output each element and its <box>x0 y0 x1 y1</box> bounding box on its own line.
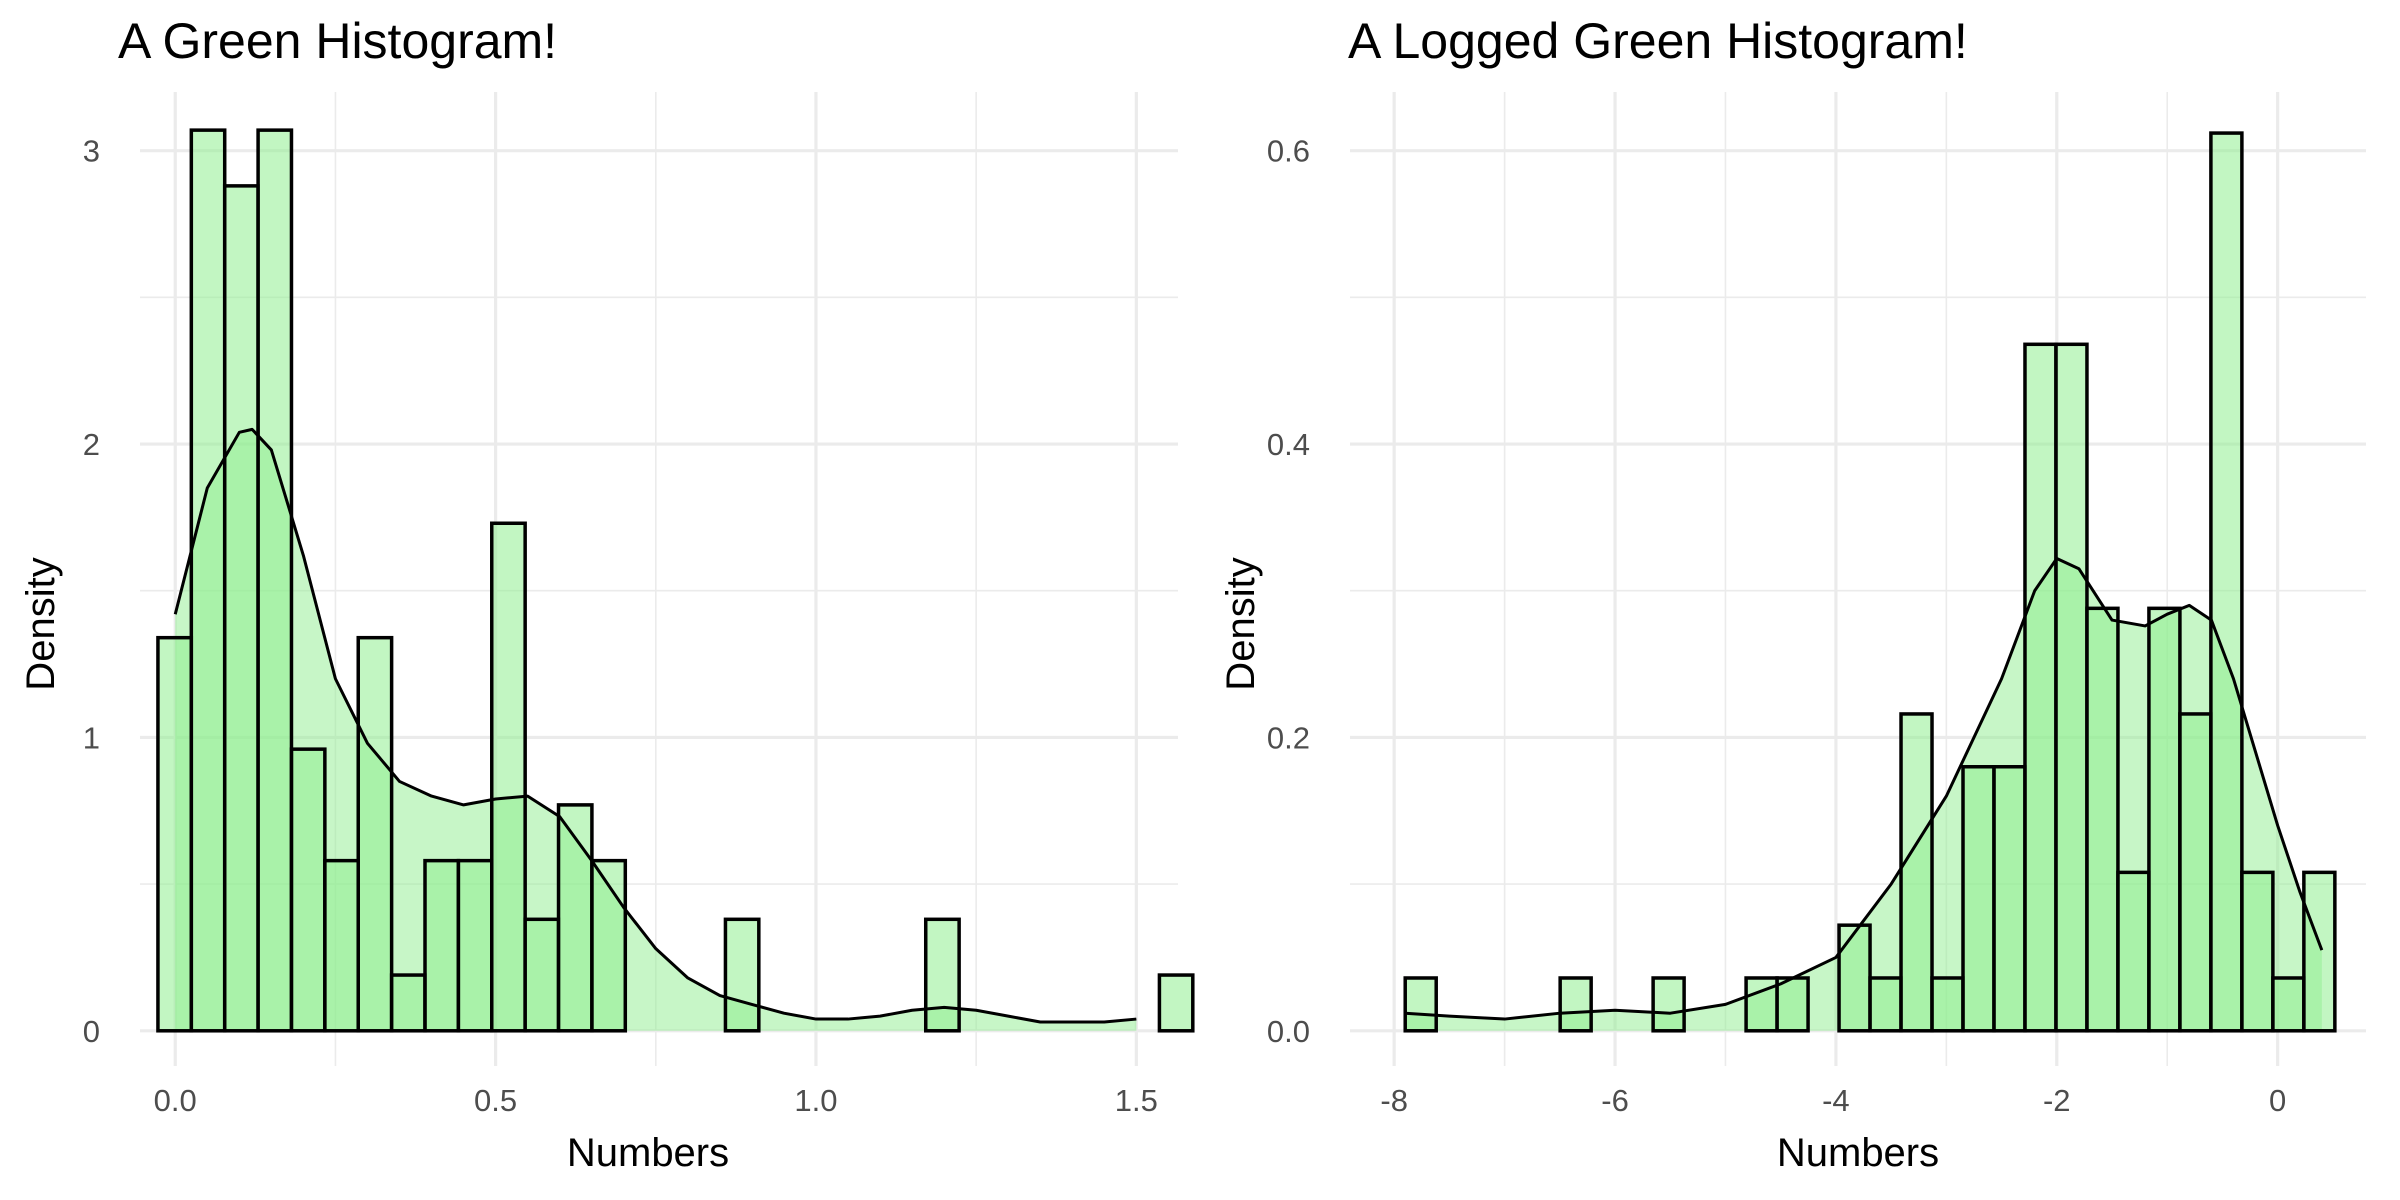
y-tick-label: 1 <box>83 720 100 755</box>
histogram-bar <box>490 521 527 1033</box>
x-tick-label: 0.0 <box>154 1083 197 1118</box>
histogram-bar <box>2116 870 2151 1033</box>
y-tick-label: 3 <box>83 134 100 169</box>
histogram-bar <box>389 973 427 1033</box>
histogram-bar <box>1868 976 1903 1033</box>
y-axis-label: Density <box>19 557 63 690</box>
chart-title: A Green Histogram! <box>118 13 557 69</box>
histogram-bar <box>2178 712 2213 1033</box>
histogram-bar <box>590 858 628 1033</box>
histogram-bar <box>256 128 294 1033</box>
histogram-bar <box>1961 765 1996 1033</box>
y-axis-label: Density <box>1219 557 1263 690</box>
x-tick-label: 1.0 <box>794 1083 837 1118</box>
x-tick-label: 0 <box>2269 1083 2286 1118</box>
y-tick-label: 0.4 <box>1267 427 1310 462</box>
histogram-bar <box>2147 606 2182 1033</box>
histogram-bar <box>1651 976 1686 1033</box>
y-tick-label: 0.6 <box>1267 134 1310 169</box>
x-axis-label: Numbers <box>567 1131 729 1175</box>
histogram-bar <box>1157 973 1195 1033</box>
histogram-bar <box>222 184 260 1033</box>
density-curve <box>173 427 1137 1024</box>
histogram-bar <box>1558 976 1593 1033</box>
density-area-layer <box>175 429 1137 1031</box>
x-tick-label: -6 <box>1601 1083 1629 1118</box>
chart-title: A Logged Green Histogram! <box>1348 13 1968 69</box>
histogram-bar <box>523 917 561 1033</box>
histogram-bar <box>423 858 461 1033</box>
bars <box>156 128 1195 1033</box>
histogram-bar <box>156 635 194 1033</box>
histogram-bar <box>2302 870 2337 1033</box>
histogram-bar <box>189 128 227 1033</box>
x-tick-label: -8 <box>1380 1083 1408 1118</box>
histogram-bar <box>1899 712 1934 1033</box>
y-tick-label: 0.2 <box>1267 720 1310 755</box>
y-tick-label: 0.0 <box>1267 1014 1310 1049</box>
density-area <box>175 429 1137 1031</box>
histogram-bar <box>1403 976 1438 1033</box>
histogram-bar <box>2209 131 2244 1033</box>
x-tick-label: -2 <box>2043 1083 2071 1118</box>
histogram-bar <box>2023 342 2058 1033</box>
bars <box>1403 131 2337 1033</box>
x-tick-label: -4 <box>1822 1083 1850 1118</box>
histogram-bar <box>1837 923 1872 1033</box>
tick-labels: 0.0 0.5 1.0 1.5 0 1 2 3 <box>83 134 1158 1118</box>
histogram-bar <box>2240 870 2275 1033</box>
logged-histogram-panel: A Logged Green Histogram! Density Number… <box>1219 13 2366 1175</box>
histogram-bar <box>2271 976 2306 1033</box>
density-curve <box>1405 556 2324 1021</box>
histogram-bar <box>556 803 594 1033</box>
histogram-bar <box>356 635 394 1033</box>
y-tick-label: 2 <box>83 427 100 462</box>
histogram-bar <box>2054 342 2089 1033</box>
histogram-bar <box>1930 976 1965 1033</box>
histogram-bar <box>1992 765 2027 1033</box>
x-tick-label: 0.5 <box>474 1083 517 1118</box>
histogram-bar <box>2085 606 2120 1033</box>
histogram-panel: A Green Histogram! Density Numbers 0.0 0.… <box>19 13 1195 1175</box>
histogram-bar <box>723 917 761 1033</box>
histogram-bar <box>1775 976 1810 1033</box>
histogram-bar <box>456 858 494 1033</box>
tick-labels: -8 -6 -4 -2 0 0.0 0.2 0.4 0.6 <box>1267 134 2286 1118</box>
histogram-bar <box>323 858 360 1033</box>
y-tick-label: 0 <box>83 1014 100 1049</box>
histogram-bar <box>923 917 961 1033</box>
histogram-bar <box>289 747 327 1033</box>
x-axis-label: Numbers <box>1777 1131 1939 1175</box>
density-line-layer <box>1405 556 2324 1021</box>
density-line-layer <box>173 427 1137 1024</box>
x-tick-label: 1.5 <box>1115 1083 1158 1118</box>
